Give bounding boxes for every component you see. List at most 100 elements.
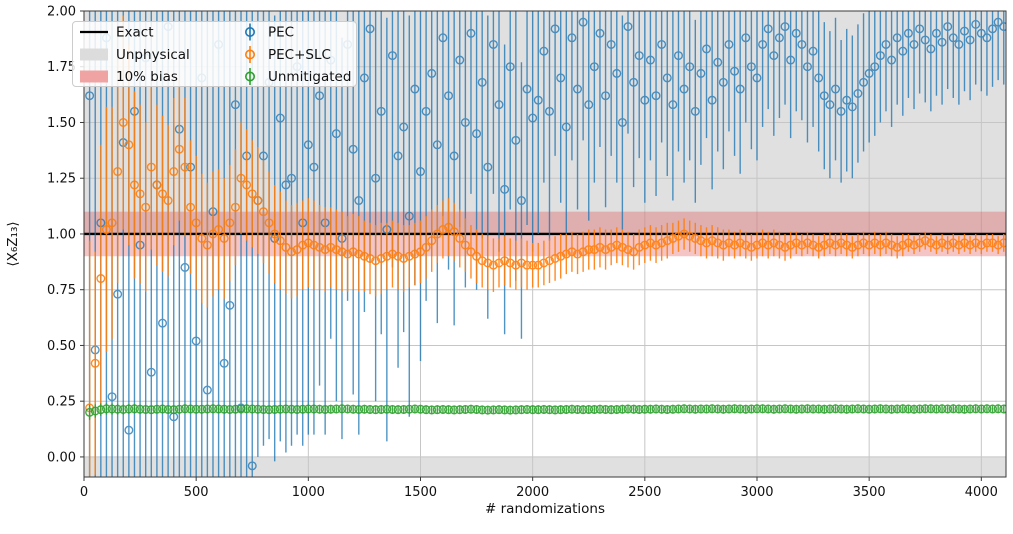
- data-point: [303, 404, 313, 414]
- data-point: [673, 51, 683, 61]
- data-point: [802, 404, 812, 414]
- data-point: [853, 88, 863, 98]
- data-point: [662, 404, 672, 414]
- data-point: [500, 405, 510, 415]
- data-point: [993, 17, 1003, 27]
- data-point: [617, 117, 627, 127]
- data-point: [584, 100, 594, 110]
- x-axis-label: # randomizations: [485, 501, 605, 517]
- data-point: [746, 62, 756, 72]
- data-point: [567, 33, 577, 43]
- data-point: [909, 404, 919, 414]
- data-point: [713, 238, 723, 248]
- legend-label: PEC+SLC: [268, 47, 331, 63]
- data-point: [746, 242, 756, 252]
- data-point: [550, 253, 560, 263]
- data-point: [965, 404, 975, 414]
- data-point: [971, 404, 981, 414]
- data-point: [937, 404, 947, 414]
- data-point: [909, 240, 919, 250]
- data-point: [741, 240, 751, 250]
- data-point: [444, 222, 454, 232]
- data-point: [528, 260, 538, 270]
- data-point: [612, 404, 622, 414]
- data-point: [662, 236, 672, 246]
- data-point: [113, 289, 123, 299]
- data-point: [696, 68, 706, 78]
- data-point: [791, 28, 801, 38]
- data-point: [763, 24, 773, 34]
- data-point: [915, 24, 925, 34]
- data-point: [763, 240, 773, 250]
- data-point: [640, 404, 650, 414]
- data-point: [152, 404, 162, 414]
- data-point: [432, 140, 442, 150]
- data-point: [690, 404, 700, 414]
- data-point: [645, 238, 655, 248]
- data-point: [382, 404, 392, 414]
- data-point: [623, 22, 633, 32]
- data-point: [129, 404, 139, 414]
- data-point: [573, 404, 583, 414]
- data-point: [303, 140, 313, 150]
- data-point: [819, 240, 829, 250]
- data-point: [494, 258, 504, 268]
- data-point: [348, 247, 358, 257]
- data-point: [595, 404, 605, 414]
- data-point: [825, 238, 835, 248]
- data-point: [887, 404, 897, 414]
- data-point: [707, 95, 717, 105]
- data-point: [943, 404, 953, 414]
- data-point: [382, 251, 392, 261]
- data-point: [230, 100, 240, 110]
- data-point: [847, 404, 857, 414]
- data-point: [634, 51, 644, 61]
- data-point: [118, 404, 128, 414]
- data-point: [612, 240, 622, 250]
- data-point: [831, 404, 841, 414]
- data-point: [707, 404, 717, 414]
- data-point: [242, 180, 252, 190]
- data-point: [988, 404, 998, 414]
- data-point: [500, 184, 510, 194]
- data-point: [842, 95, 852, 105]
- data-point: [842, 404, 852, 414]
- data-point: [511, 260, 521, 270]
- data-point: [124, 140, 134, 150]
- data-point: [359, 404, 369, 414]
- data-point: [909, 39, 919, 49]
- data-point: [354, 404, 364, 414]
- data-point: [741, 404, 751, 414]
- x-tick-label: 2500: [628, 485, 661, 500]
- data-point: [931, 240, 941, 250]
- data-point: [354, 249, 364, 259]
- data-point: [393, 151, 403, 161]
- data-point: [337, 404, 347, 414]
- data-point: [898, 240, 908, 250]
- data-point: [96, 274, 106, 284]
- data-point: [511, 135, 521, 145]
- data-point: [881, 39, 891, 49]
- data-point: [376, 253, 386, 263]
- data-point: [225, 300, 235, 310]
- data-point: [258, 207, 268, 217]
- data-point: [780, 404, 790, 414]
- data-point: [718, 240, 728, 250]
- data-point: [903, 238, 913, 248]
- data-point: [219, 233, 229, 243]
- data-point: [668, 404, 678, 414]
- data-point: [427, 236, 437, 246]
- data-point: [864, 68, 874, 78]
- data-point: [158, 318, 168, 328]
- data-point: [948, 404, 958, 414]
- data-point: [208, 404, 218, 414]
- data-point: [892, 242, 902, 252]
- data-point: [550, 24, 560, 34]
- data-point: [825, 100, 835, 110]
- data-point: [657, 404, 667, 414]
- data-point: [875, 404, 885, 414]
- data-point: [645, 404, 655, 414]
- data-point: [337, 247, 347, 257]
- data-point: [264, 218, 274, 228]
- data-point: [292, 404, 302, 414]
